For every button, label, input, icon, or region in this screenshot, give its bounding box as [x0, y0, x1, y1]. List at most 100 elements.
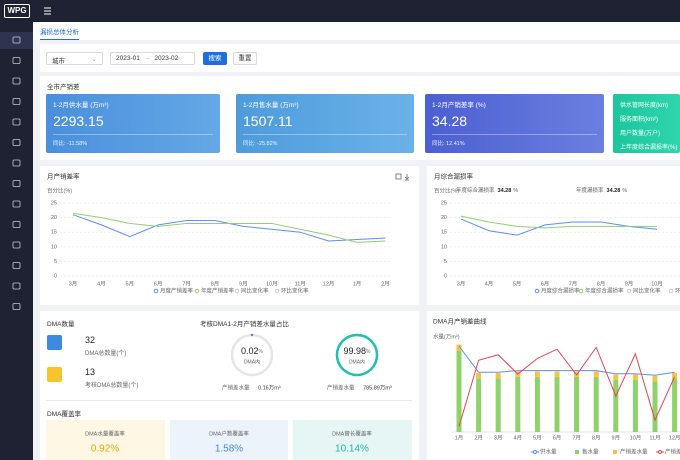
- search-button[interactable]: 搜索: [203, 52, 227, 65]
- x-tick-label: 2月: [474, 434, 483, 441]
- y-tick-label: 5: [444, 259, 447, 265]
- bar: [456, 344, 462, 351]
- series-line: [72, 212, 386, 243]
- y-tick-label: 0: [54, 273, 57, 279]
- series-line: [458, 346, 676, 427]
- info-label: 上年度综合漏损率(%): [620, 145, 678, 151]
- x-tick-label: 4月: [514, 434, 523, 441]
- x-tick-label: 1月: [353, 280, 362, 287]
- y-tick-label: 15: [441, 230, 447, 236]
- donut-caption: 产销差水量: [327, 383, 355, 391]
- legend-label: 产销差率: [665, 447, 680, 455]
- info-label: 用户数量(万户): [620, 131, 660, 137]
- chart-title: 月综合漏损率: [434, 172, 474, 181]
- legend-label: 环比变化率: [675, 286, 680, 294]
- legend-marker: [153, 288, 159, 294]
- x-tick-label: 9月: [239, 280, 248, 287]
- bar: [593, 376, 599, 432]
- legend-label: 年度综合漏损率: [585, 286, 624, 294]
- sidebar-icon: [12, 139, 21, 146]
- annotation-value: 34.28: [607, 188, 621, 194]
- donut-caption: 产销差水量: [222, 383, 250, 391]
- coverage-value: 1.58%: [215, 444, 243, 455]
- donut-unit: %: [366, 349, 371, 355]
- count-label: 考核DMA总数量(个): [85, 383, 139, 389]
- x-tick-label: 11月: [649, 434, 660, 441]
- sidebar-active: [0, 32, 33, 49]
- y-tick-label: 15: [51, 230, 57, 236]
- legend-marker: [658, 450, 662, 454]
- info-label: 供水管网长度(km): [620, 103, 668, 109]
- x-tick-label: 12月: [323, 280, 335, 287]
- bar: [456, 350, 462, 432]
- chart-panel: [40, 166, 419, 305]
- x-tick-label: 6月: [541, 280, 550, 287]
- x-tick-label: 8月: [597, 280, 606, 287]
- sidebar-icon: [12, 77, 21, 85]
- reset-button[interactable]: 重置: [233, 52, 257, 65]
- section-title: DMA数量: [47, 321, 75, 328]
- tab-bar: [33, 22, 680, 40]
- coverage-label: DMA水量覆盖率: [85, 429, 125, 437]
- start-month: 2023-01: [116, 55, 140, 62]
- legend-label: 同比变化率: [633, 286, 661, 294]
- sidebar-icon: [12, 241, 21, 249]
- bar: [652, 376, 658, 382]
- legend-marker: [626, 288, 632, 294]
- donut-unit: %: [259, 349, 264, 355]
- y-tick-label: 0: [444, 273, 447, 279]
- bar: [554, 376, 560, 432]
- coverage-card: [46, 420, 165, 460]
- bar: [613, 374, 619, 380]
- sidebar: [0, 22, 33, 460]
- city-select-text: 城市: [52, 58, 65, 65]
- card-value: 2293.15: [53, 113, 104, 129]
- count-icon: [47, 335, 62, 350]
- donut-number: 99.98: [344, 346, 367, 356]
- end-month: 2023-02: [154, 55, 179, 62]
- bar: [632, 379, 638, 432]
- legend-label: 同比变化率: [241, 286, 269, 294]
- logo[interactable]: WPG: [4, 4, 30, 18]
- x-tick-label: 5月: [513, 280, 522, 287]
- bar: [672, 372, 678, 379]
- x-tick-label: 9月: [625, 280, 634, 287]
- x-tick-label: 10月: [651, 280, 663, 287]
- x-tick-label: 9月: [612, 434, 621, 441]
- section-title: 考核DMA1-2月产销差水量占比: [200, 321, 289, 328]
- sidebar-icon: [12, 98, 21, 105]
- series-line: [458, 345, 675, 376]
- card-label: 1-2月供水量 (万m³): [53, 102, 109, 109]
- y-tick-label: 20: [51, 215, 57, 221]
- date-range[interactable]: 2023-01 → 2023-02: [110, 52, 195, 65]
- annotation-label: 年度综合漏损率: [456, 186, 495, 194]
- x-tick-label: 8月: [211, 280, 220, 287]
- chart-title: 月产销差率: [47, 172, 80, 181]
- info-label: 服务面积(km²): [620, 117, 658, 123]
- y-tick-label: 5: [54, 259, 57, 265]
- donut-arc: [335, 333, 379, 377]
- donut-amount: 785.89万m³: [363, 384, 392, 391]
- range-arrow: →: [143, 55, 151, 62]
- sidebar-icon: [12, 159, 21, 167]
- card-value: 34.28: [432, 113, 468, 129]
- x-tick-label: 7月: [572, 434, 581, 441]
- annotation: 年度综合漏损率 34.28%: [456, 186, 518, 194]
- chart-tools: [395, 173, 410, 181]
- sidebar-icon: [12, 262, 21, 269]
- legend-label: 环比变化率: [281, 286, 309, 294]
- series-line: [72, 214, 386, 242]
- legend-marker: [274, 288, 280, 294]
- count-value: 32: [85, 335, 96, 345]
- annotation-unit: %: [513, 188, 518, 194]
- x-tick-label: 11月: [295, 280, 306, 287]
- bar: [495, 372, 501, 379]
- coverage-card: [293, 420, 412, 460]
- sidebar-icon: [12, 118, 21, 126]
- legend-label: 年度产销差率: [201, 286, 235, 294]
- tab[interactable]: 漏损总体分析: [40, 26, 79, 40]
- chart-title: DMA月产销差曲线: [433, 317, 487, 326]
- city-select[interactable]: 城市 ⌄: [46, 52, 103, 65]
- x-tick-label: 5月: [126, 280, 135, 287]
